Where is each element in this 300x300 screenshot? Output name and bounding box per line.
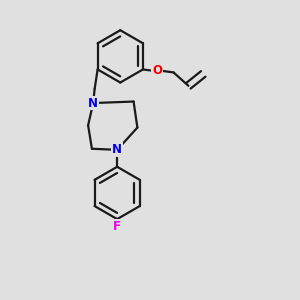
Text: N: N bbox=[112, 143, 122, 156]
Text: O: O bbox=[152, 64, 162, 77]
Text: N: N bbox=[88, 97, 98, 110]
Text: N: N bbox=[88, 97, 98, 110]
Text: F: F bbox=[113, 220, 121, 233]
